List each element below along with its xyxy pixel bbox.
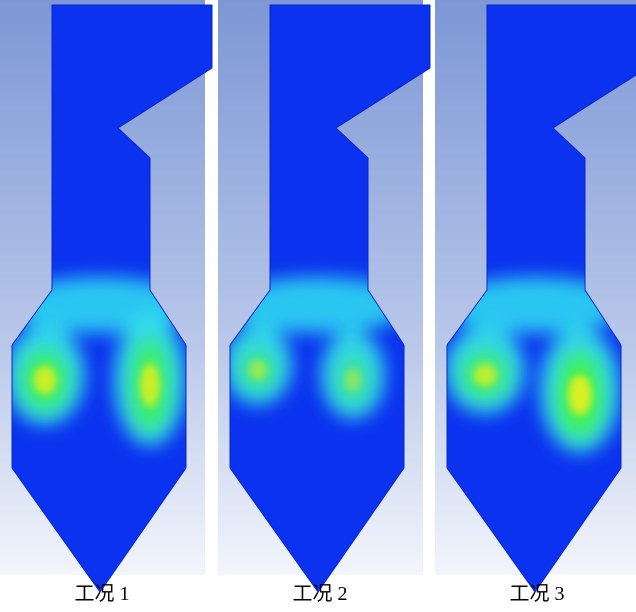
contour-panel [218, 0, 430, 592]
contour-panel [0, 0, 212, 592]
panel-label: 工况 3 [510, 583, 565, 605]
yellow-zone [568, 375, 591, 416]
yellow-zone [140, 363, 160, 406]
yellow-zone [33, 366, 56, 395]
yellow-zone [345, 368, 361, 391]
figure: 工况 1 工况 2 工况 3 [0, 0, 636, 612]
yellow-zone [249, 360, 267, 380]
yellow-zone [473, 363, 496, 386]
contour-panel [435, 0, 636, 592]
panel-label: 工况 2 [293, 583, 348, 605]
panel-label: 工况 1 [75, 583, 130, 605]
